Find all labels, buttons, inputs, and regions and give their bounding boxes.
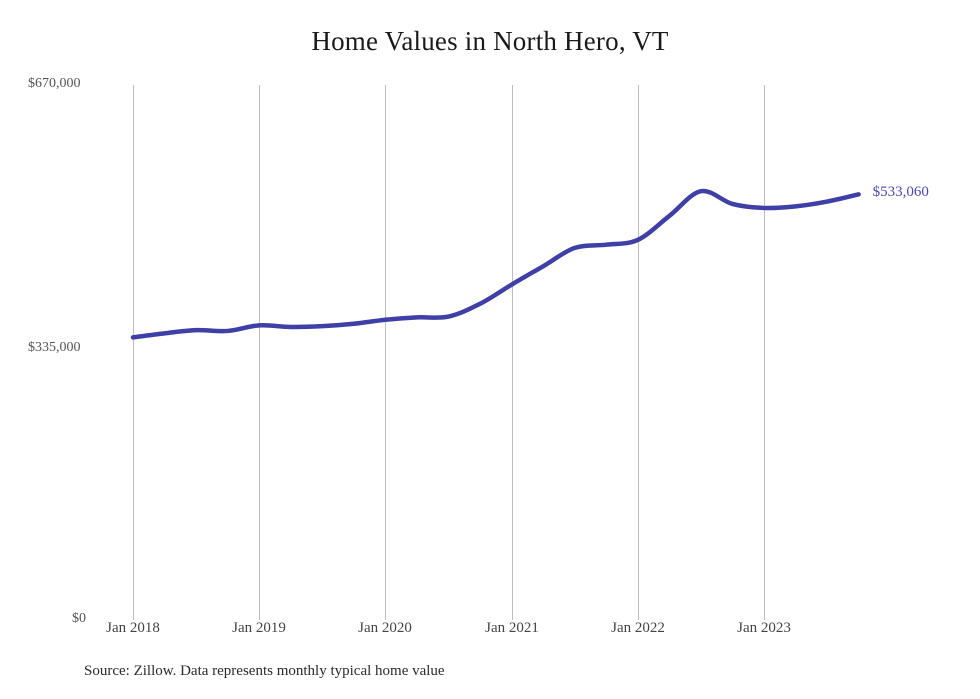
plot-area: $670,000 $335,000 $0 Jan 2018 Jan 2019 J… xyxy=(28,76,929,636)
x-axis-tick-jan-2019: Jan 2019 xyxy=(232,620,286,636)
gridline-jan-2021 xyxy=(512,85,513,620)
y-axis-tick-top: $670,000 xyxy=(28,76,81,91)
gridline-jan-2018 xyxy=(133,85,134,620)
source-note: Source: Zillow. Data represents monthly … xyxy=(84,663,445,679)
x-axis-tick-jan-2021: Jan 2021 xyxy=(485,620,539,636)
series-line-typical-home-value xyxy=(130,188,861,340)
gridline-jan-2019 xyxy=(259,85,260,620)
x-axis-tick-jan-2022: Jan 2022 xyxy=(611,620,665,636)
x-axis-tick-jan-2023: Jan 2023 xyxy=(737,620,791,636)
gridline-jan-2023 xyxy=(764,85,765,620)
series-line-chart xyxy=(130,188,861,340)
gridline-jan-2020 xyxy=(385,85,386,620)
x-axis-tick-jan-2018: Jan 2018 xyxy=(106,620,160,636)
y-axis-tick-zero: $0 xyxy=(72,611,86,626)
x-axis-tick-jan-2020: Jan 2020 xyxy=(358,620,412,636)
chart-title: Home Values in North Hero, VT xyxy=(311,26,669,56)
y-axis-tick-middle: $335,000 xyxy=(28,340,81,355)
series-endpoint-label: $533,060 xyxy=(872,184,929,201)
gridline-jan-2022 xyxy=(638,85,639,620)
